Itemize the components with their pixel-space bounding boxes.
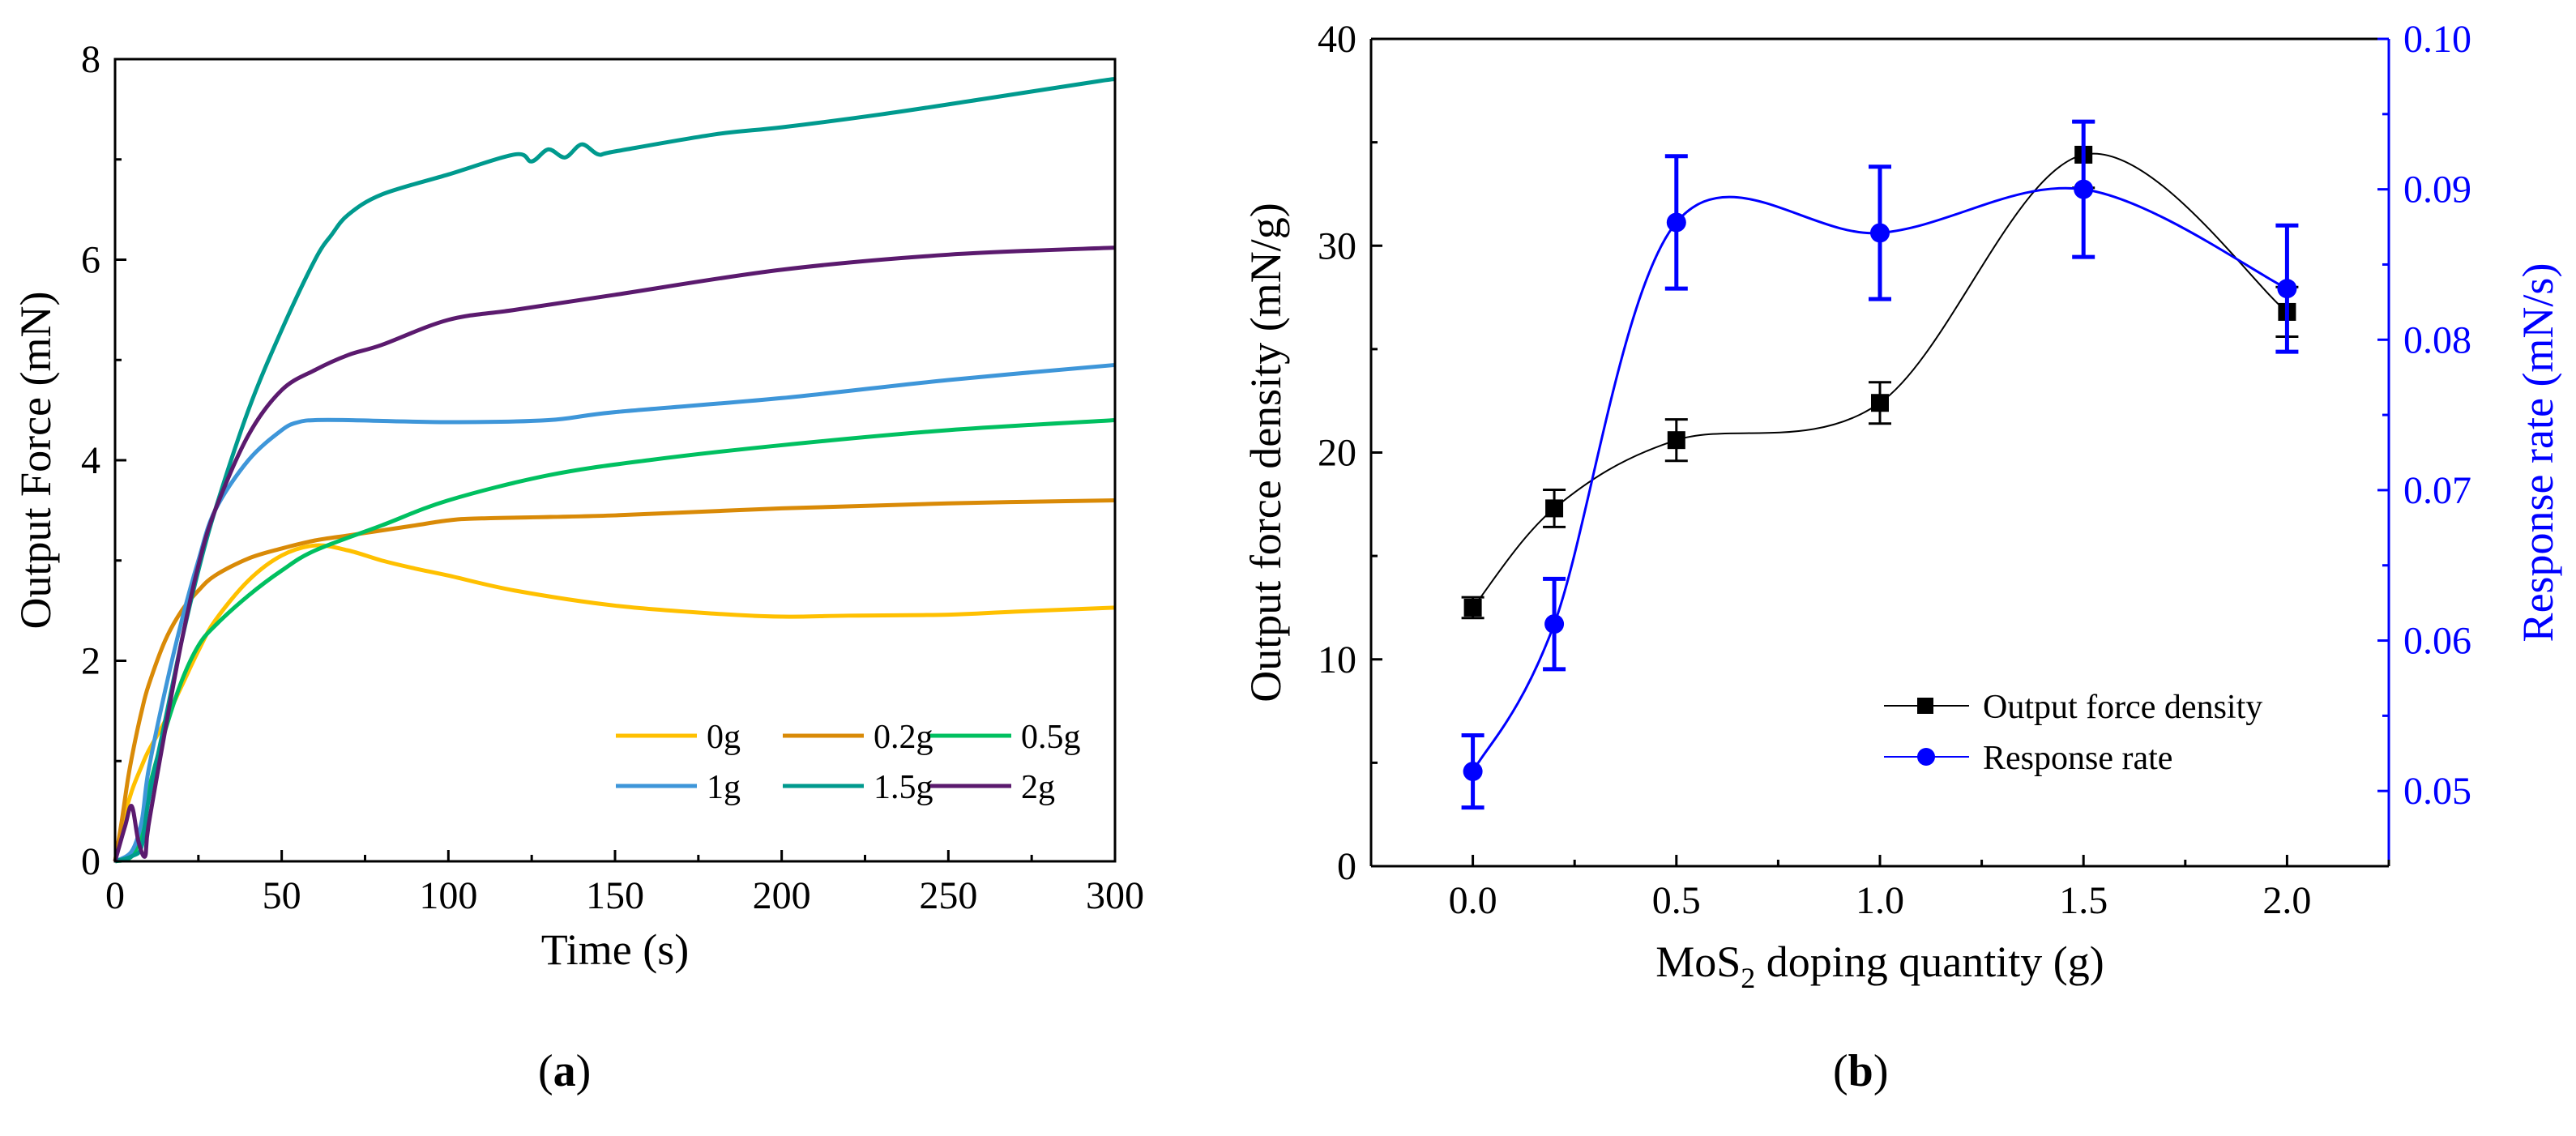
y-tick-label: 0 xyxy=(81,840,100,883)
legend-label-1g: 1g xyxy=(707,769,741,806)
legend-label-1.5g: 1.5g xyxy=(874,769,933,806)
x-tick-label: 0.0 xyxy=(1449,879,1497,922)
x-tick-label: 150 xyxy=(586,874,644,917)
legend-label: Output force density xyxy=(1983,689,2262,726)
y-tick-label: 6 xyxy=(81,239,100,282)
x-tick-label: 1.0 xyxy=(1856,879,1904,922)
legend-label-0.5g: 0.5g xyxy=(1021,719,1081,756)
y2-tick-label: 0.05 xyxy=(2403,770,2471,813)
x-tick-label: 300 xyxy=(1086,874,1144,917)
panel-b-caption: (b) xyxy=(1833,1046,1889,1096)
y-axis-label: Output force density (mN/g) xyxy=(1241,203,1290,702)
x-tick-label: 2.0 xyxy=(2262,879,2311,922)
series-line-0.5g xyxy=(114,418,1116,864)
y-tick-label: 30 xyxy=(1318,224,1356,267)
x-tick-label: 100 xyxy=(419,874,477,917)
y-tick-label: 0 xyxy=(1337,845,1356,888)
y-tick-label: 10 xyxy=(1318,638,1356,681)
data-point-square xyxy=(1463,598,1482,617)
panel-b-chart: 0.0 0.5 1.0 1.5 2.0 0 10 20 30 40 0.05 0.06 0.07 0.08… xyxy=(1241,18,2562,994)
data-point-square xyxy=(1545,499,1564,518)
y-tick-label: 4 xyxy=(81,439,100,482)
y2-tick-label: 0.10 xyxy=(2403,18,2471,61)
y2-tick-label: 0.09 xyxy=(2403,169,2471,211)
y-tick-label: 40 xyxy=(1318,18,1356,61)
panel-a-label: a xyxy=(553,1046,576,1096)
data-point-square xyxy=(1667,431,1685,450)
y-axis-label: Output Force (mN) xyxy=(11,292,60,630)
x-axis-label: MoS2 doping quantity (g) xyxy=(1655,937,2104,994)
panel-a-caption: (a) xyxy=(538,1046,592,1096)
y2-tick-label: 0.08 xyxy=(2403,318,2471,361)
y2-tick-label: 0.07 xyxy=(2403,469,2471,512)
legend-label-0g: 0g xyxy=(707,719,741,756)
data-point-circle xyxy=(1544,614,1565,634)
x-tick-label: 50 xyxy=(263,874,301,917)
legend-label: Response rate xyxy=(1983,740,2172,777)
panel-a-chart: 0 50 100 150 200 250 300 0 2 4 6 8 Time (s) Output Fo… xyxy=(11,38,1144,974)
x-tick-label: 250 xyxy=(919,874,977,917)
series-line-1.5g xyxy=(114,77,1117,864)
y2-axis-label: Response rate (mN/s) xyxy=(2514,263,2562,643)
x-axis-label: Time (s) xyxy=(541,925,690,974)
data-point-circle xyxy=(1463,762,1483,782)
data-point-circle xyxy=(2277,279,2297,299)
data-point-square xyxy=(1871,394,1889,412)
legend-marker-square xyxy=(1917,698,1933,714)
legend-label-0.2g: 0.2g xyxy=(874,719,933,756)
x-tick-label: 0.5 xyxy=(1652,879,1701,922)
data-point-circle xyxy=(2074,179,2094,199)
data-point-circle xyxy=(1870,223,1890,243)
legend-label-2g: 2g xyxy=(1021,769,1055,806)
y-tick-label: 2 xyxy=(81,640,100,683)
series-line-0g xyxy=(113,543,1116,862)
legend-marker-circle xyxy=(1917,748,1935,766)
x-tick-label: 200 xyxy=(753,874,811,917)
x-tick-label: 1.5 xyxy=(2059,879,2108,922)
series-line-1g xyxy=(113,362,1116,864)
y-tick-label: 8 xyxy=(81,38,100,81)
series-line-2g xyxy=(113,246,1116,862)
y2-tick-label: 0.06 xyxy=(2403,620,2471,663)
series-line-0.2g xyxy=(113,498,1116,862)
y-tick-label: 20 xyxy=(1318,432,1356,475)
x-tick-label: 0 xyxy=(105,874,125,917)
panel-b-label: b xyxy=(1848,1046,1873,1096)
data-point-circle xyxy=(1666,212,1686,233)
plot-frame xyxy=(113,58,1117,863)
